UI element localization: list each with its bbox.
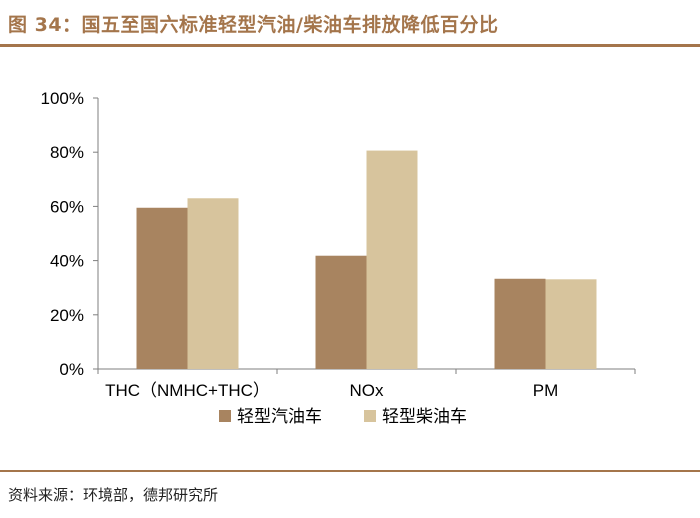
legend-label: 轻型汽油车 — [237, 407, 322, 427]
category-label: NOx — [350, 381, 385, 400]
bar-diesel — [545, 279, 597, 369]
legend: 轻型汽油车 轻型柴油车 — [219, 407, 467, 427]
y-tick-label: 20% — [50, 306, 84, 325]
bars — [136, 150, 597, 369]
source-note: 资料来源：环境部，德邦研究所 — [8, 486, 219, 504]
source-divider — [0, 470, 700, 472]
y-tick-label: 40% — [50, 252, 84, 271]
y-ticks: 0% 20% 40% 60% 80% 100% — [41, 89, 636, 379]
legend-swatch — [364, 410, 376, 422]
bar-gasoline — [494, 278, 546, 369]
bar-gasoline — [315, 255, 367, 369]
bar-diesel — [366, 150, 418, 369]
bar-diesel — [187, 198, 239, 369]
legend-label: 轻型柴油车 — [382, 407, 467, 427]
y-tick-label: 0% — [59, 360, 84, 379]
bar-gasoline — [136, 207, 188, 369]
category-label: THC（NMHC+THC） — [105, 381, 270, 400]
y-tick-label: 60% — [50, 197, 84, 216]
category-label: PM — [533, 381, 559, 400]
legend-swatch — [219, 410, 231, 422]
figure-title: 图 34：国五至国六标准轻型汽油/柴油车排放降低百分比 — [8, 14, 499, 36]
y-tick-label: 80% — [50, 143, 84, 162]
y-tick-label: 100% — [41, 89, 84, 108]
bar-chart: 0% 20% 40% 60% 80% 100% THC（NMHC+THC） NOx PM 轻型… — [41, 89, 636, 427]
title-divider — [0, 44, 700, 47]
category-labels: THC（NMHC+THC） NOx PM — [105, 381, 558, 400]
